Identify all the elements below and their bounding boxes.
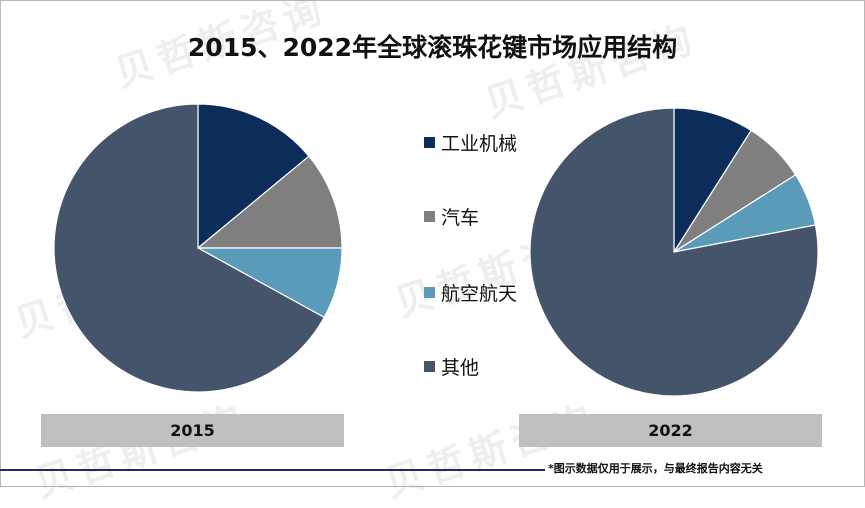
year-label-2015: 2015 (41, 414, 344, 447)
footer-divider (0, 469, 545, 471)
year-label-text: 2022 (648, 421, 693, 440)
chart-title: 2015、2022年全球滚珠花键市场应用结构 (187, 33, 678, 62)
pie-slice-2015-1 (196, 155, 343, 249)
legend-label: 其他 (441, 356, 480, 379)
legend-swatch (424, 210, 435, 222)
pie-slice-2015-3 (53, 103, 326, 393)
pie-slice-2022-3 (529, 107, 819, 397)
pie-slice-2015-0 (197, 103, 310, 250)
legend-label: 汽车 (441, 206, 480, 229)
legend-swatch (424, 286, 435, 298)
legend-item-other: 其他 (424, 352, 479, 380)
footer-note: *图示数据仅用于展示，与最终报告内容无关 (548, 462, 763, 475)
pie-slice-2022-0 (673, 107, 752, 255)
legend-label: 航空航天 (441, 282, 518, 305)
legend-swatch (424, 360, 435, 372)
year-label-text: 2015 (170, 421, 215, 440)
legend-item-industrial: 工业机械 (424, 128, 517, 156)
legend-item-automotive: 汽车 (424, 202, 479, 230)
legend-swatch (424, 136, 435, 148)
year-label-2022: 2022 (519, 414, 822, 447)
legend-label: 工业机械 (441, 132, 518, 155)
legend-item-aerospace: 航空航天 (424, 278, 517, 306)
pie-charts (53, 103, 819, 397)
